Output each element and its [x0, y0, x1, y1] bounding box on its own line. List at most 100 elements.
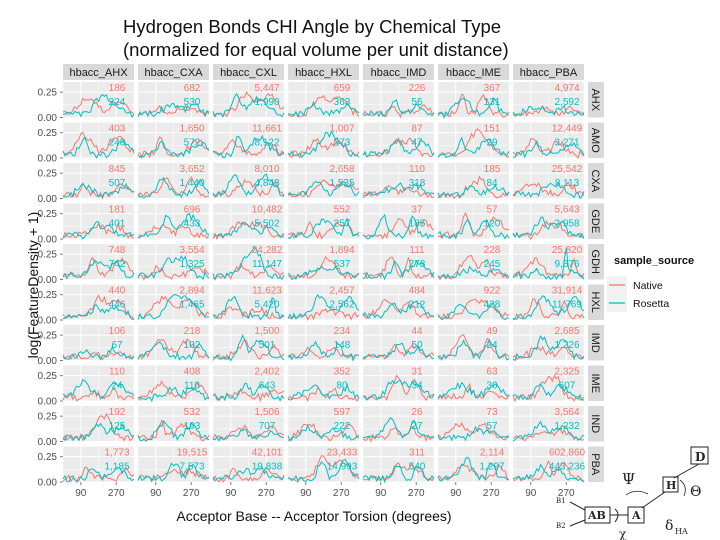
count-label-rosetta: 9,876 [554, 259, 579, 270]
series-line-native [437, 175, 510, 199]
count-label-native: 1,506 [254, 407, 279, 418]
legend-label-native: Native [633, 280, 663, 292]
series-line-rosetta [287, 217, 360, 240]
count-label-rosetta: 540 [409, 462, 426, 473]
y-tick-label: 0.25 [38, 290, 58, 301]
count-label-rosetta: 278 [409, 259, 426, 270]
series-line-rosetta [62, 93, 135, 119]
count-label-native: 3,564 [554, 407, 579, 418]
y-tick-label: 0.00 [38, 194, 58, 205]
series-line-rosetta [212, 134, 285, 159]
diagram-label-a: A [631, 509, 641, 522]
count-label-rosetta: 110 [184, 381, 200, 392]
series-line-rosetta [287, 180, 360, 197]
series-line-rosetta [437, 136, 510, 159]
count-label-rosetta: 643 [259, 381, 276, 392]
count-label-rosetta: 29 [486, 138, 498, 149]
count-label-rosetta: 1,232 [554, 421, 579, 432]
count-label-rosetta: 530 [184, 97, 201, 108]
count-label-rosetta: 102 [184, 340, 201, 351]
diagram-chi-arrow [614, 508, 619, 523]
count-label-native: 37 [411, 205, 423, 216]
series-line-rosetta [362, 379, 435, 401]
count-label-native: 73 [486, 407, 498, 418]
series-line-native [437, 128, 510, 158]
count-label-rosetta: 245 [484, 259, 501, 270]
count-label-rosetta: 433 [184, 219, 201, 230]
y-tick-label: 0.00 [38, 316, 58, 327]
count-label-rosetta: 257 [334, 219, 351, 230]
series-line-native [212, 387, 285, 403]
x-tick-label: 90 [150, 488, 162, 499]
series-line-rosetta [212, 334, 285, 362]
count-label-native: 26 [411, 407, 423, 418]
column-strip-label-hbacc-ime: hbacc_IME [446, 67, 501, 79]
series-line-rosetta [212, 246, 285, 281]
count-label-rosetta: 7,573 [179, 462, 204, 473]
count-label-rosetta: 273 [334, 138, 351, 149]
y-tick-label: 0.25 [38, 412, 58, 423]
count-label-rosetta: 24 [111, 381, 123, 392]
series-line-rosetta [287, 340, 359, 362]
diagram-label-b2: B2 [556, 522, 566, 530]
count-label-rosetta: 50 [411, 340, 423, 351]
count-label-native: 11,623 [252, 286, 282, 297]
series-line-rosetta [512, 383, 585, 401]
row-strip-label-pba: PBA [589, 453, 601, 476]
series-line-rosetta [512, 216, 585, 239]
series-line-rosetta [137, 255, 210, 281]
count-label-rosetta: 318 [409, 178, 426, 189]
y-tick-label: 0.00 [38, 275, 58, 286]
series-line-native [62, 131, 135, 156]
facet-panels: hbacc_AHX hbacc_CXA hbacc_CXL hbacc_HXL hbac… [38, 64, 604, 499]
x-tick-label: 270 [483, 488, 500, 499]
series-line-rosetta [62, 467, 135, 483]
series-line-native [137, 136, 210, 160]
count-label-rosetta: 446 [109, 300, 126, 311]
series-line-native [287, 137, 360, 159]
series-line-rosetta [287, 130, 360, 159]
row-strip-label-hxl: HXL [589, 292, 601, 313]
diagram-label-b1: B1 [556, 497, 566, 505]
diagram-label-delta: δ [665, 518, 673, 534]
diagram-label-psi: Ψ [622, 470, 635, 488]
series-line-native [137, 224, 210, 239]
count-label-rosetta: 1,535 [329, 178, 354, 189]
series-line-native [287, 455, 360, 483]
row-strip-gdh [588, 244, 604, 280]
series-line-rosetta [288, 458, 360, 482]
diagram-psi-arc [625, 490, 649, 496]
x-tick-label: 90 [375, 488, 387, 499]
series-line-rosetta [212, 221, 285, 239]
count-label-rosetta: 47 [411, 138, 423, 149]
diagram-bond-h-a [641, 491, 666, 509]
count-label-rosetta: 1,990 [254, 97, 279, 108]
series-line-native [437, 463, 510, 482]
row-strip-amo [588, 122, 604, 158]
series-line-native [512, 181, 585, 197]
row-strip-cxa [588, 163, 604, 199]
series-line-rosetta [437, 425, 510, 442]
row-strip-label-ahx: AHX [589, 88, 601, 111]
count-label-native: 110 [109, 367, 125, 378]
count-label-native: 532 [184, 407, 201, 418]
count-label-native: 181 [109, 205, 126, 216]
series-line-rosetta [212, 382, 285, 402]
count-label-rosetta: 248 [109, 138, 126, 149]
series-line-rosetta [287, 265, 360, 281]
count-label-rosetta: 5,502 [254, 219, 279, 230]
count-label-native: 484 [409, 286, 426, 297]
count-label-native: 4,974 [554, 83, 579, 94]
y-tick-label: 0.25 [38, 128, 58, 139]
count-label-native: 696 [184, 205, 201, 216]
series-line-native [62, 388, 135, 402]
count-label-rosetta: 1,226 [554, 340, 579, 351]
x-tick-label: 90 [525, 488, 537, 499]
count-label-native: 234 [334, 326, 351, 337]
column-strip-hbacc-ime [438, 64, 509, 80]
count-label-native: 2,402 [254, 367, 279, 378]
y-tick-label: 0.00 [38, 356, 58, 367]
series-line-native [62, 351, 135, 361]
series-line-rosetta [137, 212, 209, 239]
series-line-native [212, 424, 284, 440]
